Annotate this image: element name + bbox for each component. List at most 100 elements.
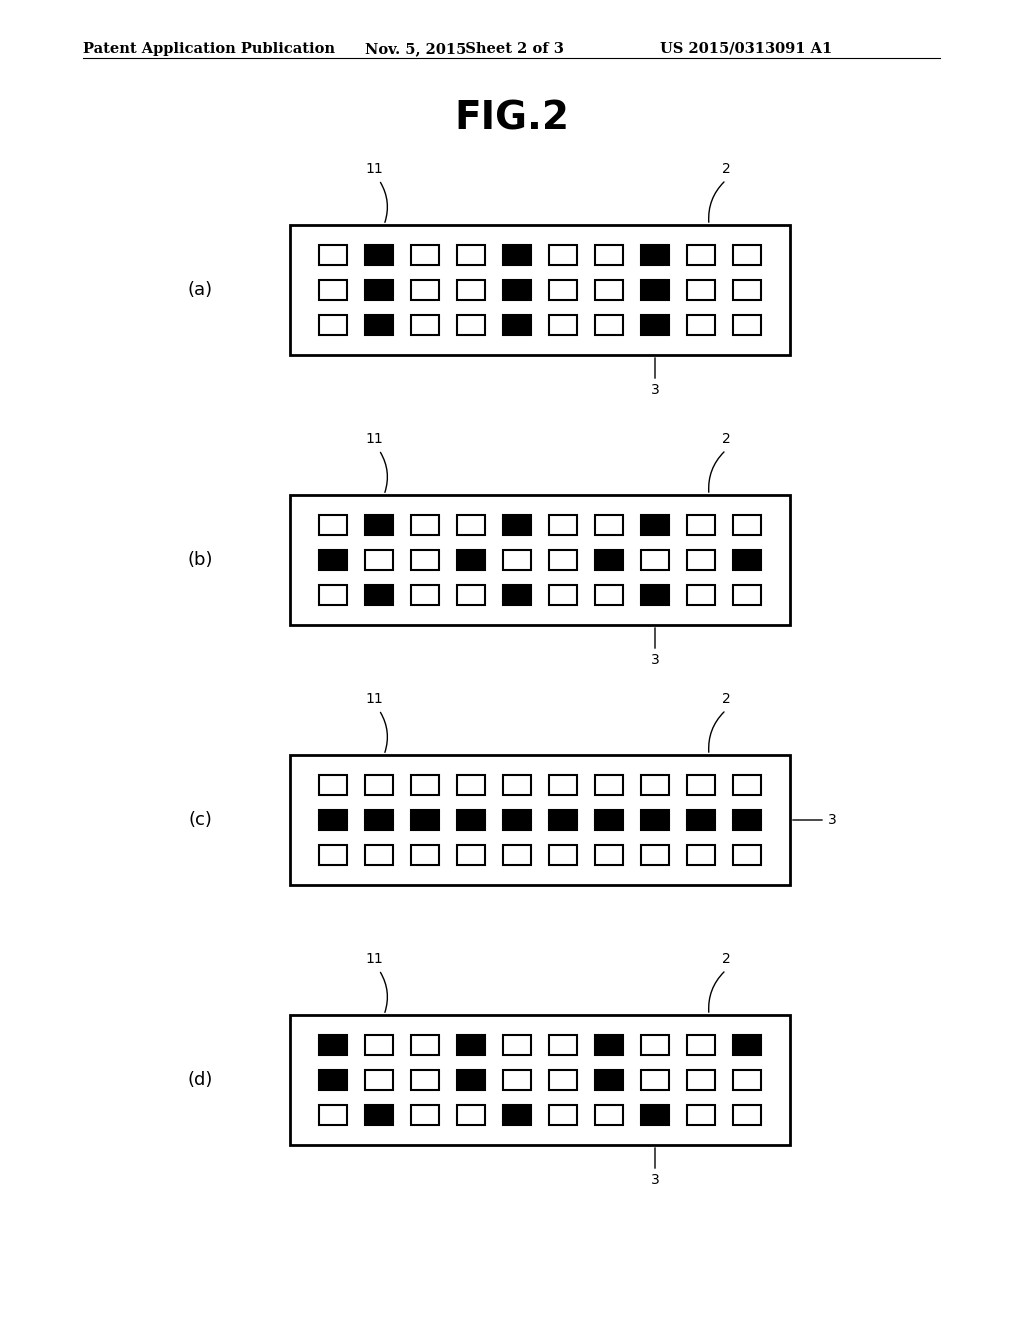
Bar (366, 775, 393, 796)
Bar (366, 246, 393, 265)
Bar (641, 1035, 669, 1056)
Text: Sheet 2 of 3: Sheet 2 of 3 (455, 42, 564, 55)
Bar (457, 585, 484, 605)
Bar (503, 550, 530, 570)
Bar (319, 515, 347, 536)
Bar (595, 775, 623, 796)
Bar (366, 550, 393, 570)
Bar (412, 1035, 439, 1056)
Bar (549, 585, 577, 605)
Bar (503, 515, 530, 536)
Bar (595, 810, 623, 830)
Bar (549, 550, 577, 570)
Bar (687, 550, 715, 570)
Bar (503, 314, 530, 335)
Bar (319, 246, 347, 265)
Text: (a): (a) (187, 281, 213, 300)
Bar (366, 810, 393, 830)
Text: 11: 11 (366, 162, 383, 176)
Text: 3: 3 (650, 1173, 659, 1187)
Bar (733, 314, 761, 335)
Bar (319, 280, 347, 300)
Bar (549, 775, 577, 796)
Bar (549, 1071, 577, 1090)
Bar (457, 775, 484, 796)
Text: Nov. 5, 2015: Nov. 5, 2015 (365, 42, 466, 55)
Bar (412, 845, 439, 865)
Bar (412, 246, 439, 265)
Bar (319, 810, 347, 830)
Bar (457, 550, 484, 570)
Bar (595, 550, 623, 570)
Bar (549, 1105, 577, 1125)
Bar (319, 585, 347, 605)
Bar (366, 1035, 393, 1056)
Bar (687, 775, 715, 796)
Bar (687, 1105, 715, 1125)
Bar (457, 515, 484, 536)
Bar (412, 314, 439, 335)
Bar (319, 1105, 347, 1125)
Bar (412, 1071, 439, 1090)
Bar (457, 1071, 484, 1090)
Bar (595, 246, 623, 265)
Bar (641, 585, 669, 605)
Bar (319, 845, 347, 865)
Bar (549, 1035, 577, 1056)
Bar (549, 246, 577, 265)
Bar (290, 495, 790, 624)
Bar (549, 314, 577, 335)
Text: Patent Application Publication: Patent Application Publication (83, 42, 335, 55)
Bar (366, 515, 393, 536)
Bar (366, 280, 393, 300)
Text: 3: 3 (650, 653, 659, 667)
Bar (457, 314, 484, 335)
Bar (733, 246, 761, 265)
Bar (503, 810, 530, 830)
Text: 2: 2 (722, 432, 730, 446)
Bar (366, 314, 393, 335)
Bar (290, 1015, 790, 1144)
Bar (641, 775, 669, 796)
Bar (641, 314, 669, 335)
Bar (366, 845, 393, 865)
Bar (733, 775, 761, 796)
Bar (733, 585, 761, 605)
Bar (412, 515, 439, 536)
Bar (595, 845, 623, 865)
Bar (687, 515, 715, 536)
Bar (733, 1035, 761, 1056)
Text: (b): (b) (187, 550, 213, 569)
Bar (549, 810, 577, 830)
Bar (503, 845, 530, 865)
Bar (503, 1105, 530, 1125)
Bar (503, 775, 530, 796)
Bar (319, 1035, 347, 1056)
Bar (319, 550, 347, 570)
Bar (641, 810, 669, 830)
Text: 2: 2 (722, 952, 730, 966)
Bar (733, 515, 761, 536)
Bar (641, 280, 669, 300)
Text: US 2015/0313091 A1: US 2015/0313091 A1 (660, 42, 833, 55)
Bar (733, 1105, 761, 1125)
Bar (595, 1105, 623, 1125)
Bar (503, 280, 530, 300)
Bar (595, 1071, 623, 1090)
Bar (366, 1105, 393, 1125)
Bar (412, 775, 439, 796)
Bar (641, 515, 669, 536)
Bar (549, 280, 577, 300)
Bar (595, 515, 623, 536)
Text: 2: 2 (722, 162, 730, 176)
Bar (457, 280, 484, 300)
Bar (457, 810, 484, 830)
Bar (457, 246, 484, 265)
Bar (641, 1105, 669, 1125)
Bar (412, 810, 439, 830)
Bar (319, 314, 347, 335)
Bar (595, 280, 623, 300)
Bar (595, 1035, 623, 1056)
Bar (687, 810, 715, 830)
Bar (290, 224, 790, 355)
